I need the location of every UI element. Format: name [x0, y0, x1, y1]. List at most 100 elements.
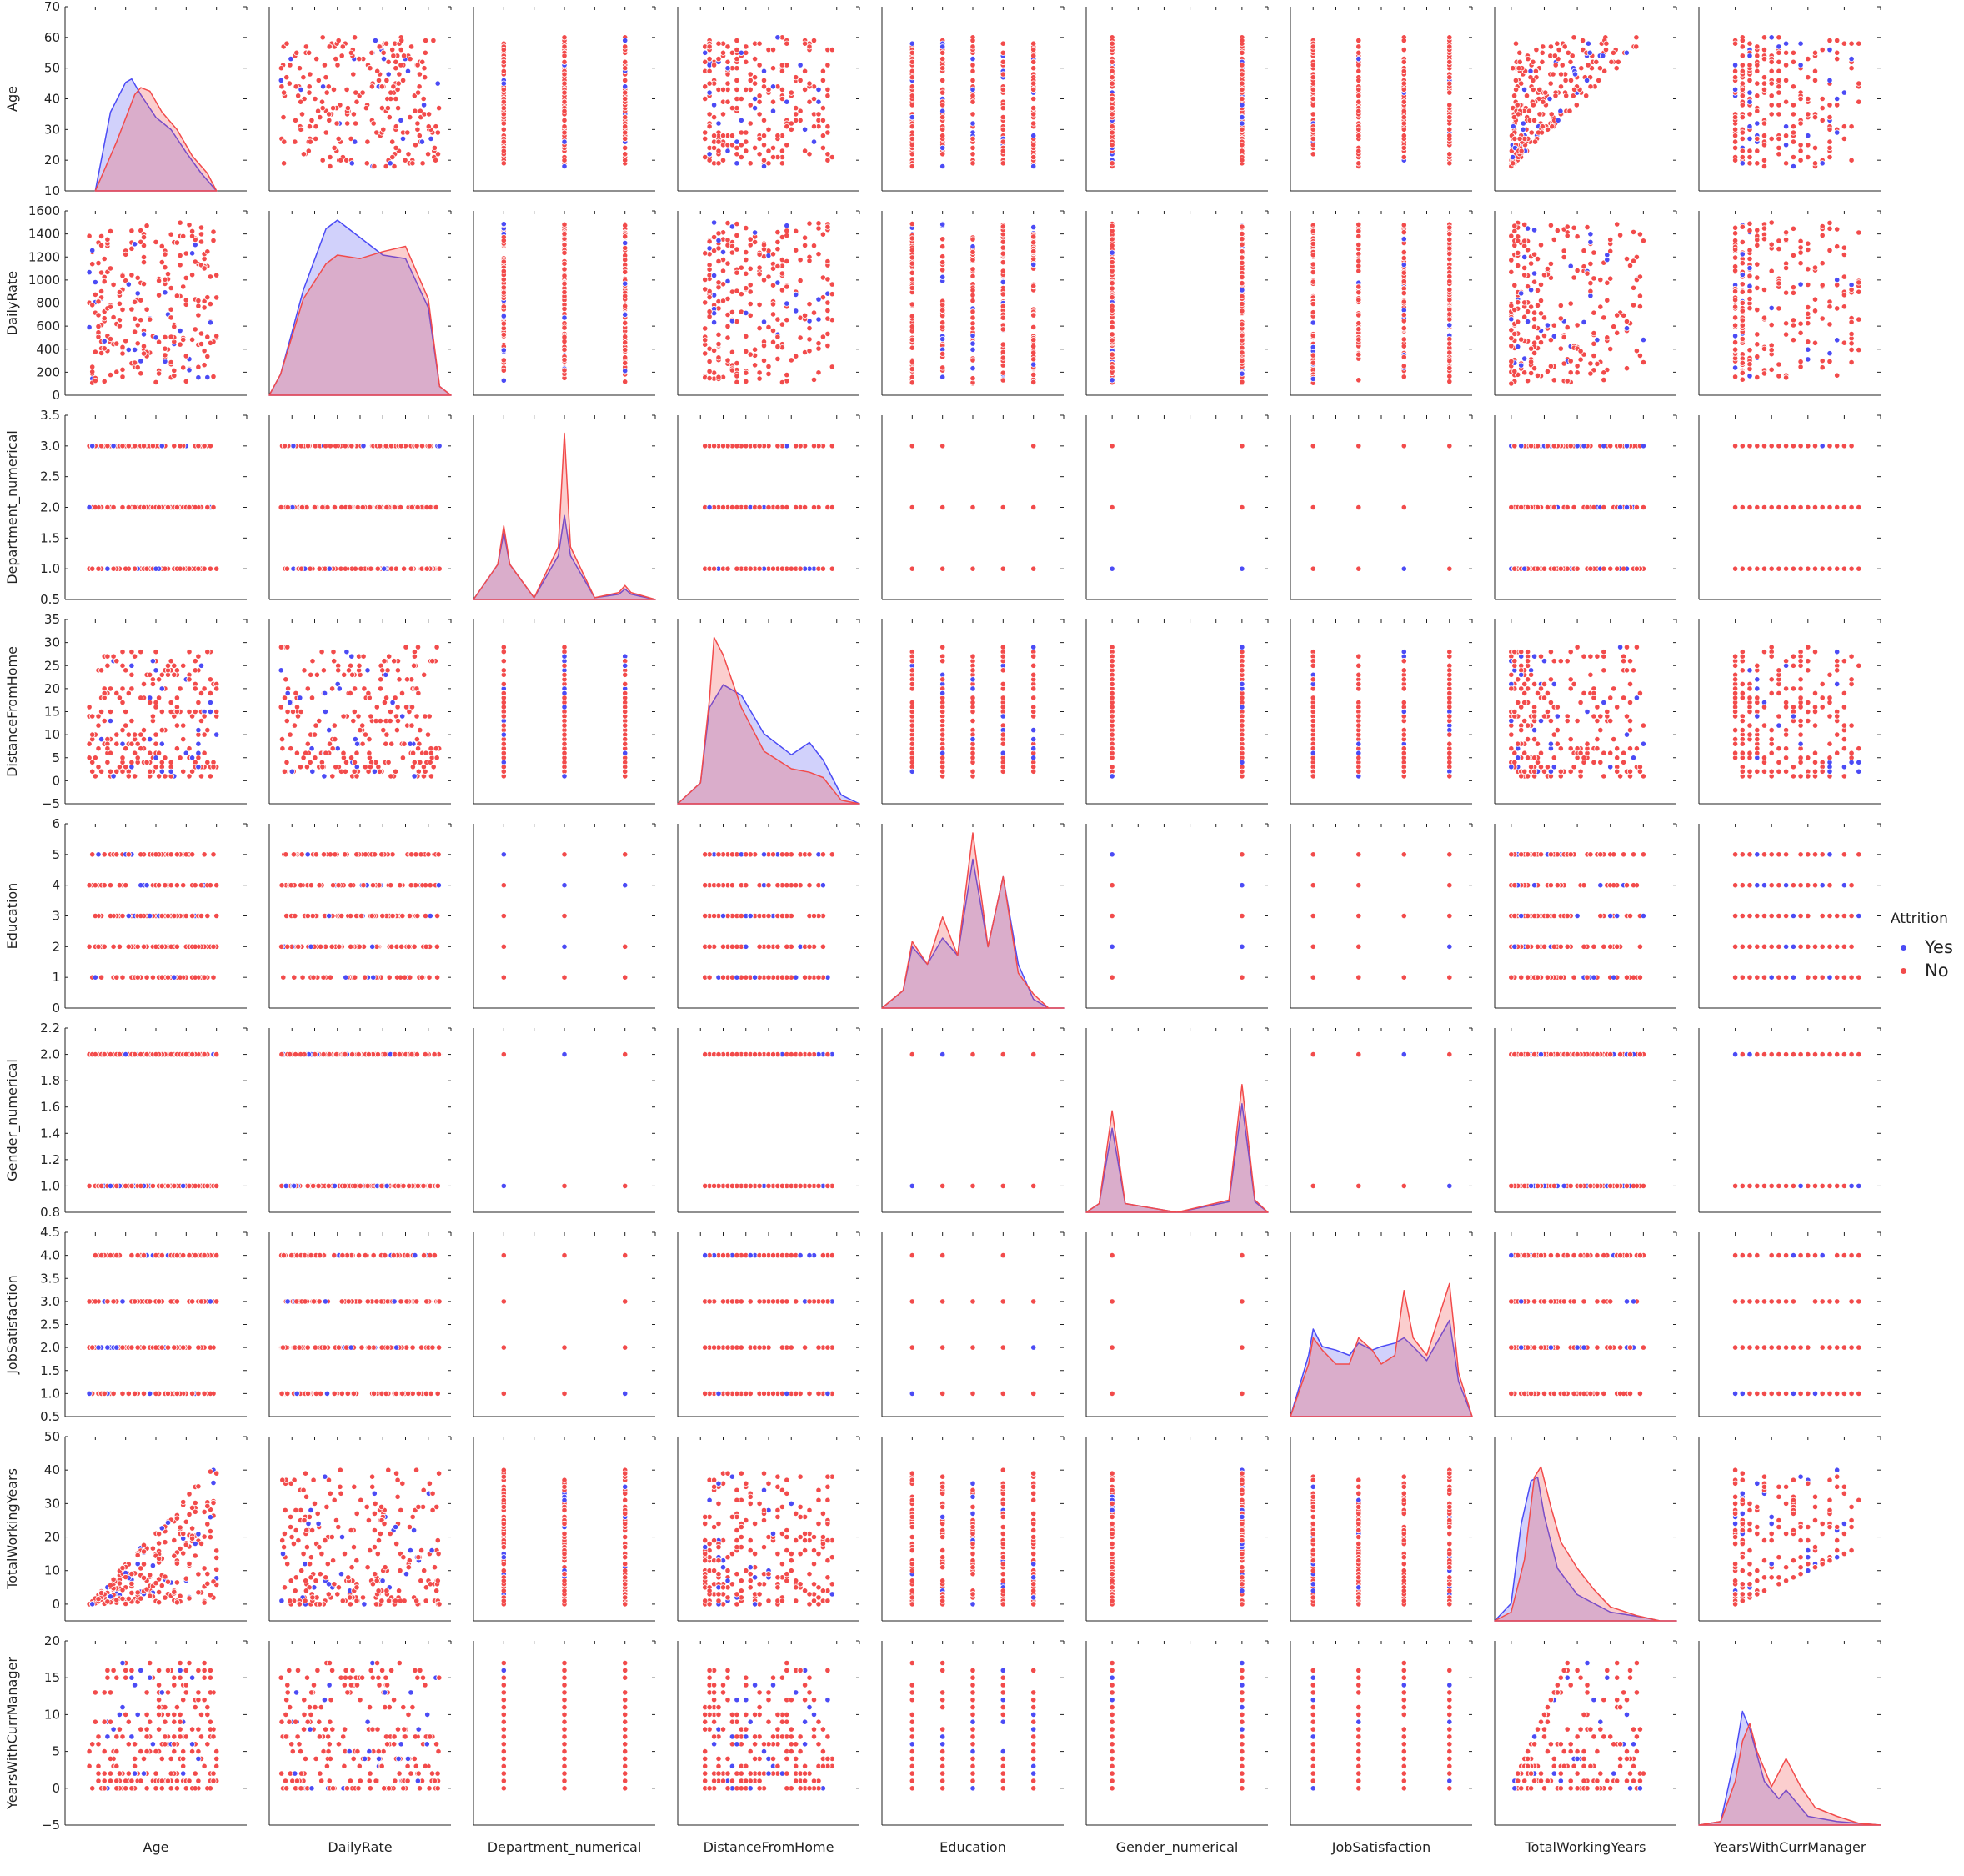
point-no [1834, 226, 1841, 233]
point-no [1587, 288, 1594, 294]
point-no [1030, 95, 1037, 103]
point-no [1783, 374, 1790, 381]
point-no [1585, 62, 1591, 68]
point-no [213, 565, 220, 572]
point-no [1633, 348, 1641, 354]
point-no [373, 129, 380, 136]
point-no [1848, 123, 1855, 130]
point-yes [89, 443, 96, 449]
point-no [399, 77, 407, 84]
point-no [1030, 86, 1037, 93]
point-yes [398, 117, 404, 123]
point-no [779, 68, 786, 74]
point-no [1109, 258, 1115, 266]
point-no [189, 272, 196, 278]
point-no [1856, 288, 1862, 295]
point-no [1400, 222, 1407, 228]
point-no [295, 93, 302, 99]
point-no [1556, 46, 1562, 53]
point-no [425, 111, 433, 118]
point-no [1754, 80, 1761, 87]
point-no [1826, 321, 1833, 328]
point-yes [1746, 135, 1753, 142]
point-no [420, 95, 427, 103]
point-no [784, 40, 790, 47]
point-no [1739, 369, 1746, 376]
point-no [1636, 231, 1644, 238]
point-no [306, 123, 313, 130]
point-no [101, 255, 108, 263]
point-yes [1834, 129, 1841, 136]
point-no [98, 233, 105, 239]
point-yes [1239, 370, 1245, 377]
point-no [939, 56, 946, 63]
point-no [1557, 302, 1564, 309]
point-no [1761, 236, 1768, 243]
point-no [1797, 238, 1804, 244]
point-no [1030, 65, 1037, 72]
ytick-label-Age: 10 [44, 183, 60, 198]
point-no [363, 105, 369, 112]
point-no [969, 111, 976, 118]
point-no [312, 95, 318, 103]
point-yes [706, 89, 713, 96]
point-no [969, 93, 976, 99]
point-no [909, 344, 915, 351]
point-no [1783, 77, 1790, 84]
point-yes [561, 163, 568, 170]
point-no [147, 316, 153, 323]
point-no [1400, 374, 1407, 380]
point-yes [125, 281, 132, 288]
point-no [201, 348, 208, 354]
point-no [104, 443, 111, 449]
point-no [1776, 58, 1782, 65]
point-no [1754, 160, 1761, 167]
point-no [1528, 303, 1535, 310]
point-no [116, 300, 123, 307]
point-no [1790, 337, 1796, 344]
point-no [1551, 322, 1557, 329]
point-no [1739, 43, 1746, 50]
point-no [500, 357, 507, 364]
point-no [1559, 62, 1566, 68]
point-no [751, 56, 759, 63]
point-no [1739, 260, 1746, 267]
point-no [743, 58, 749, 65]
point-no [1446, 286, 1453, 293]
point-no [1514, 102, 1521, 108]
point-no [1239, 248, 1245, 255]
point-no [1761, 120, 1768, 127]
point-yes [784, 300, 790, 307]
point-no [1848, 340, 1855, 347]
point-no [1739, 68, 1746, 74]
point-no [1000, 291, 1006, 298]
ytick-label-Age: 60 [44, 30, 60, 45]
ytick-label-Age: 40 [44, 92, 60, 107]
point-no [1521, 221, 1528, 228]
ylabel-Age: Age [4, 86, 20, 112]
point-no [110, 565, 117, 572]
point-no [1000, 49, 1006, 56]
point-no [1547, 43, 1555, 50]
point-no [1310, 278, 1316, 285]
point-no [326, 111, 333, 118]
point-no [1732, 297, 1739, 303]
point-no [1109, 307, 1115, 314]
point-no [318, 98, 326, 105]
point-yes [399, 135, 407, 142]
point-no [1109, 80, 1115, 87]
point-yes [939, 108, 946, 114]
point-no [1739, 238, 1746, 245]
point-no [128, 306, 135, 313]
point-no [1548, 111, 1555, 118]
point-yes [724, 148, 731, 154]
point-yes [1030, 133, 1037, 139]
point-no [1239, 95, 1245, 103]
point-no [1797, 364, 1804, 370]
point-no [315, 77, 322, 84]
point-no [292, 117, 299, 123]
point-no [769, 65, 777, 72]
point-no [386, 114, 393, 121]
ytick-label-Age: 30 [44, 122, 60, 137]
point-no [171, 443, 178, 449]
